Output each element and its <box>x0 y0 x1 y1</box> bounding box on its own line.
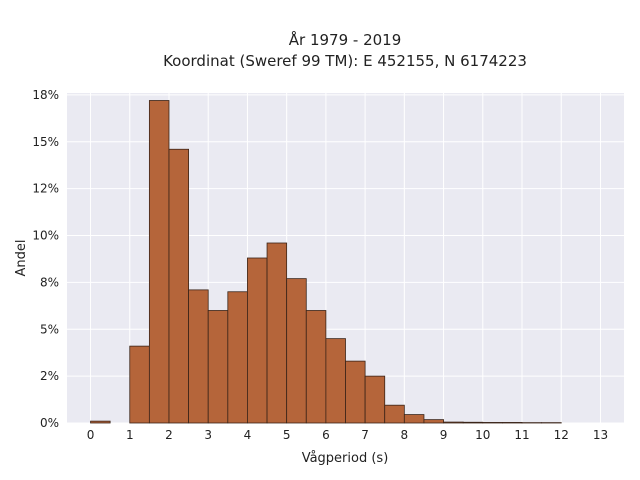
bar-6 <box>207 310 229 424</box>
bar-21 <box>502 422 523 424</box>
x-tick-label-1: 1 <box>126 428 134 442</box>
bar-8 <box>247 257 268 424</box>
bar-11 <box>305 310 327 424</box>
y-tick-label-0: 0% <box>40 416 59 430</box>
bar-0 <box>90 420 111 424</box>
x-tick-label-7: 7 <box>361 428 369 442</box>
chart-title-line-1: År 1979 - 2019 <box>289 30 402 49</box>
y-tick-label-5: 12% <box>32 182 59 196</box>
x-tick-label-4: 4 <box>244 428 252 442</box>
bar-18 <box>443 421 464 424</box>
y-axis-ticks: 0% 2% 5% 8% 10% 12% 15% 18% <box>32 88 59 430</box>
y-tick-label-1: 2% <box>40 369 59 383</box>
x-tick-label-2: 2 <box>165 428 173 442</box>
y-tick-label-3: 8% <box>40 275 59 289</box>
y-tick-label-6: 15% <box>32 135 59 149</box>
x-tick-label-12: 12 <box>554 428 569 442</box>
x-tick-label-8: 8 <box>401 428 409 442</box>
bar-20 <box>482 422 503 424</box>
x-tick-label-6: 6 <box>322 428 330 442</box>
bar-14 <box>364 375 386 424</box>
x-tick-label-13: 13 <box>593 428 608 442</box>
bar-19 <box>462 421 484 424</box>
bar-13 <box>345 360 366 424</box>
x-tick-label-0: 0 <box>87 428 95 442</box>
bar-10 <box>286 278 307 424</box>
bar-9 <box>266 242 288 424</box>
bar-3 <box>148 100 170 424</box>
bar-5 <box>188 289 209 424</box>
x-axis-label: Vågperiod (s) <box>302 451 389 466</box>
bar-7 <box>227 291 248 424</box>
bar-4 <box>168 148 189 424</box>
x-tick-label-5: 5 <box>283 428 291 442</box>
y-tick-label-4: 10% <box>32 229 59 243</box>
bar-17 <box>423 419 444 424</box>
y-tick-label-2: 5% <box>40 322 59 336</box>
x-tick-label-9: 9 <box>440 428 448 442</box>
y-tick-label-7: 18% <box>32 88 59 102</box>
bar-12 <box>325 338 346 424</box>
x-tick-label-11: 11 <box>514 428 529 442</box>
bar-2 <box>129 345 150 424</box>
bar-16 <box>403 414 425 424</box>
x-axis-ticks: 0 1 2 3 4 5 6 7 8 9 10 11 12 13 <box>87 428 608 442</box>
bar-15 <box>384 404 405 424</box>
x-tick-label-3: 3 <box>204 428 212 442</box>
x-tick-label-10: 10 <box>475 428 490 442</box>
chart-title-line-2: Koordinat (Sweref 99 TM): E 452155, N 61… <box>163 52 527 70</box>
histogram-bars <box>90 100 562 424</box>
y-axis-label: Andel <box>14 240 29 277</box>
